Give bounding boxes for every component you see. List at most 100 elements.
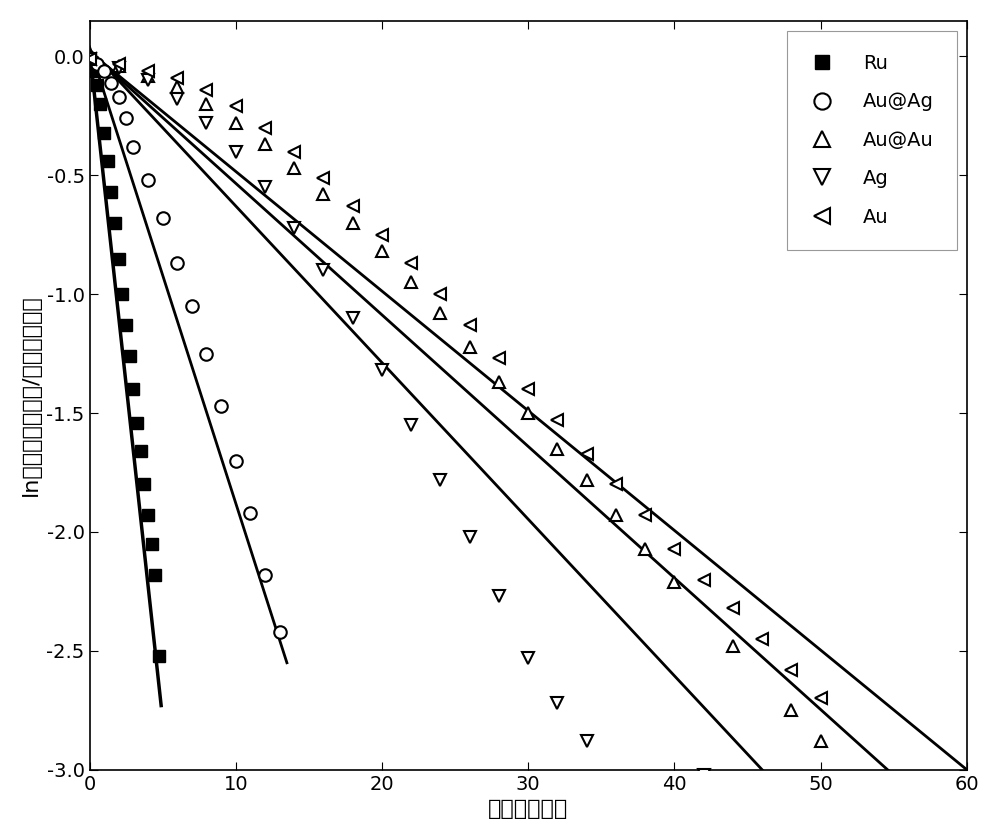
Au@Au <box>376 246 388 256</box>
Au <box>113 59 125 69</box>
Au@Ag <box>98 66 110 76</box>
Ag <box>259 182 271 192</box>
Au <box>200 85 212 95</box>
Au@Au <box>288 163 300 173</box>
Ag <box>405 420 417 430</box>
Au@Au <box>171 82 183 92</box>
Au@Ag <box>186 301 198 311</box>
Ru <box>84 54 96 64</box>
Ru <box>105 187 117 197</box>
Au <box>756 634 768 644</box>
Ag <box>434 475 446 485</box>
Au <box>288 146 300 156</box>
Line: Au@Au: Au@Au <box>83 53 827 748</box>
Au <box>171 73 183 83</box>
Line: Au: Au <box>83 53 827 705</box>
Ru <box>109 218 121 228</box>
Ag <box>493 591 505 601</box>
Au@Ag <box>113 92 125 102</box>
Au@Au <box>610 511 622 521</box>
Ag <box>464 532 476 542</box>
Ru <box>124 351 136 361</box>
Au@Au <box>230 118 242 129</box>
Au@Au <box>493 377 505 387</box>
Au@Au <box>405 277 417 287</box>
Line: Ag: Ag <box>83 53 710 780</box>
Ag <box>522 653 534 663</box>
Ru <box>87 66 99 76</box>
Au <box>376 230 388 240</box>
Au@Au <box>815 736 827 746</box>
Au@Ag <box>157 213 169 223</box>
Au <box>698 575 710 585</box>
Au@Au <box>200 99 212 109</box>
Ag <box>581 736 593 746</box>
Au <box>639 511 651 521</box>
Au <box>522 385 534 395</box>
Ru <box>120 320 132 330</box>
Ru <box>116 289 128 299</box>
Ag <box>84 54 96 64</box>
Ag <box>551 698 563 708</box>
Au@Au <box>785 706 797 716</box>
Au <box>610 480 622 490</box>
Au@Ag <box>259 570 271 580</box>
Au@Au <box>522 408 534 418</box>
Au@Ag <box>215 401 227 411</box>
Ag <box>376 365 388 375</box>
Au@Ag <box>91 59 103 69</box>
Au@Au <box>727 641 739 651</box>
Ru <box>127 385 139 395</box>
Au <box>405 258 417 268</box>
Ag <box>171 94 183 104</box>
Ru <box>94 99 106 109</box>
Au@Au <box>581 475 593 485</box>
Legend: Ru, Au@Ag, Au@Au, Ag, Au: Ru, Au@Ag, Au@Au, Ag, Au <box>787 30 957 250</box>
Ru <box>98 128 110 138</box>
Au@Au <box>84 54 96 64</box>
Au@Au <box>551 444 563 454</box>
Ag <box>347 313 359 323</box>
Au@Au <box>464 342 476 352</box>
Ag <box>230 146 242 156</box>
Au@Ag <box>120 113 132 123</box>
Au@Au <box>434 308 446 318</box>
Au@Ag <box>84 54 96 64</box>
Au <box>493 354 505 364</box>
Au@Au <box>142 71 154 81</box>
Au@Au <box>668 577 680 587</box>
Line: Ru: Ru <box>84 53 165 661</box>
Ru <box>146 538 158 549</box>
Ru <box>138 480 150 490</box>
Au@Au <box>317 189 329 199</box>
Ru <box>149 570 161 580</box>
Ag <box>317 265 329 276</box>
Au@Ag <box>127 142 139 152</box>
Ru <box>135 446 147 456</box>
Au <box>317 173 329 183</box>
Au <box>464 320 476 330</box>
Ru <box>131 417 143 428</box>
Au <box>84 54 96 64</box>
Au@Au <box>347 218 359 228</box>
Au <box>551 415 563 425</box>
Ru <box>91 80 103 90</box>
Au <box>581 449 593 459</box>
Ag <box>288 223 300 233</box>
Ag <box>142 76 154 86</box>
Ag <box>200 118 212 129</box>
Y-axis label: ln（某时刻吸光度/初始吸光度）: ln（某时刻吸光度/初始吸光度） <box>21 294 41 496</box>
X-axis label: 时间（分钟）: 时间（分钟） <box>488 799 568 819</box>
Ru <box>102 156 114 166</box>
Au@Ag <box>171 258 183 268</box>
Ru <box>142 511 154 521</box>
Au@Au <box>259 139 271 150</box>
Au <box>727 603 739 613</box>
Ag <box>698 769 710 780</box>
Au <box>434 289 446 299</box>
Ru <box>113 254 125 264</box>
Ag <box>113 63 125 73</box>
Au@Ag <box>230 455 242 465</box>
Au <box>142 66 154 76</box>
Au <box>785 664 797 675</box>
